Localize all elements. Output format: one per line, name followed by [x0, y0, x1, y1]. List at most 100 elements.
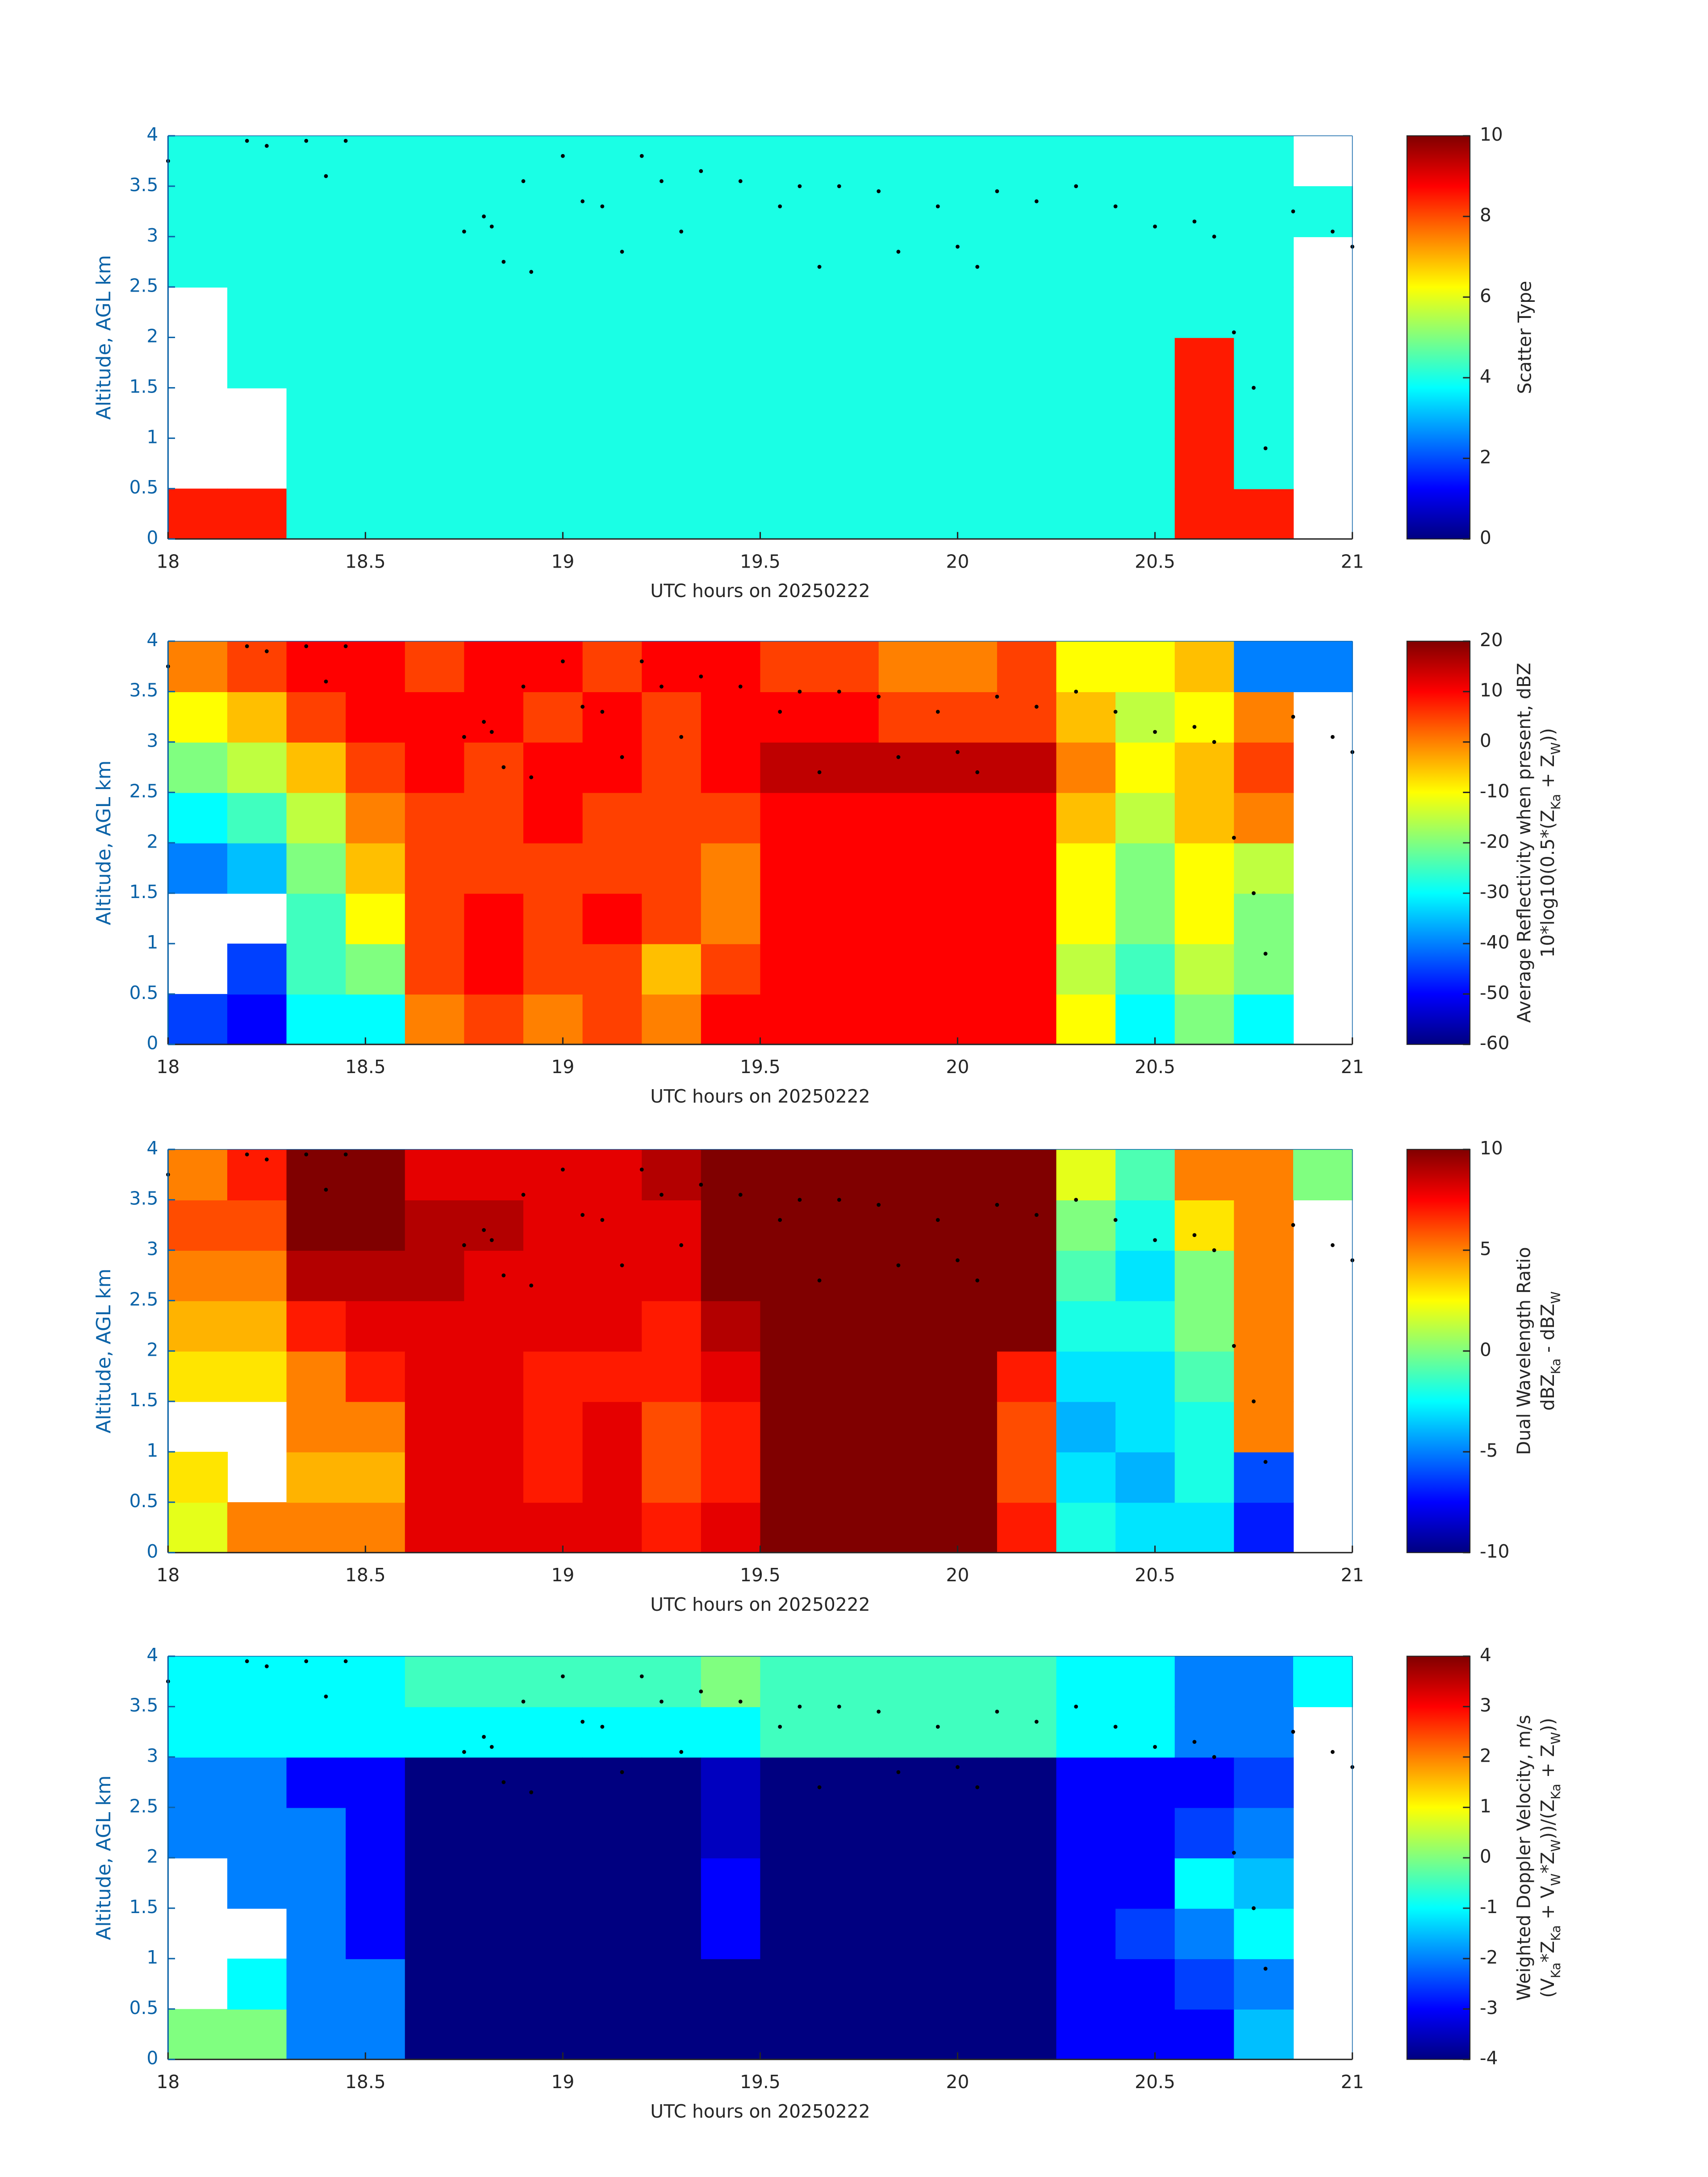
heatmap-cell — [997, 944, 1057, 995]
heatmap-cell — [760, 337, 820, 389]
overlay-dot — [1153, 1745, 1157, 1749]
overlay-dot — [304, 138, 309, 143]
heatmap-cell — [1293, 186, 1353, 238]
heatmap-cell — [523, 1199, 583, 1251]
heatmap-cell — [878, 388, 939, 439]
heatmap-cell — [582, 1149, 643, 1200]
colorbar — [1406, 1149, 1471, 1553]
heatmap-cell — [938, 641, 998, 692]
heatmap-cell — [701, 792, 761, 844]
heatmap-cell — [938, 1807, 998, 1859]
heatmap-cell — [346, 691, 406, 743]
overlay-dot — [1192, 1233, 1197, 1237]
heatmap-cell — [642, 438, 702, 489]
heatmap-cell — [1234, 691, 1294, 743]
heatmap-cell — [1056, 1807, 1116, 1859]
heatmap-cell — [642, 186, 702, 238]
heatmap-cell — [1234, 1757, 1294, 1808]
heatmap-cell — [346, 186, 406, 238]
heatmap-cell — [523, 438, 583, 489]
heatmap-cell — [405, 1958, 465, 2010]
heatmap-cell — [523, 136, 583, 187]
heatmap-cell — [878, 994, 939, 1045]
heatmap-cell — [523, 186, 583, 238]
overlay-dot — [975, 1278, 980, 1283]
heatmap-cell — [1174, 186, 1235, 238]
heatmap-cell — [1174, 1199, 1235, 1251]
heatmap-cell — [642, 1149, 702, 1200]
heatmap-cell — [1293, 1656, 1353, 1707]
heatmap-cell — [642, 388, 702, 439]
overlay-dot — [1232, 330, 1236, 334]
heatmap-cell — [1234, 843, 1294, 894]
heatmap-cell — [286, 489, 347, 540]
heatmap-cell — [819, 1250, 879, 1301]
heatmap-cell — [523, 1958, 583, 2010]
x-tick-label: 18.5 — [345, 1056, 386, 1078]
heatmap-cell — [819, 1149, 879, 1200]
heatmap-cell — [582, 1502, 643, 1554]
heatmap-cell — [346, 893, 406, 944]
heatmap-cell — [523, 843, 583, 894]
label-subscript: W — [1549, 1732, 1563, 1745]
heatmap-cell — [1174, 1757, 1235, 1808]
heatmap-cell — [997, 337, 1057, 389]
heatmap-cell — [464, 994, 524, 1045]
heatmap-cell — [819, 236, 879, 288]
heatmap-cell — [642, 1807, 702, 1859]
heatmap-cell — [582, 1351, 643, 1402]
overlay-dot — [521, 1193, 526, 1197]
overlay-dot — [837, 184, 841, 188]
heatmap-cell — [227, 792, 287, 844]
heatmap-cell — [1056, 1908, 1116, 1960]
heatmap-cell — [523, 1300, 583, 1352]
heatmap-cell — [701, 1807, 761, 1859]
heatmap-cell — [582, 641, 643, 692]
heatmap-cell — [760, 1401, 820, 1453]
label-text: )) — [1537, 1718, 1558, 1732]
heatmap-cell — [701, 2009, 761, 2060]
heatmap-cell — [405, 388, 465, 439]
heatmap-cell — [819, 641, 879, 692]
heatmap-cell — [1056, 1149, 1116, 1200]
heatmap-cell — [642, 1250, 702, 1301]
overlay-dot — [529, 775, 534, 779]
heatmap-cell — [523, 388, 583, 439]
overlay-dot — [660, 685, 664, 689]
heatmap-cell — [1056, 388, 1116, 439]
heatmap-cell — [760, 792, 820, 844]
y-tick-label: 0.5 — [129, 1997, 159, 2018]
colorbar-tick-label: -20 — [1480, 831, 1510, 852]
heatmap-cell — [760, 287, 820, 338]
colorbar-tick-label: 2 — [1480, 1745, 1491, 1766]
heatmap-cell — [464, 1401, 524, 1453]
heatmap-cell — [286, 2009, 347, 2060]
heatmap-cell — [819, 287, 879, 338]
overlay-dot — [529, 270, 534, 274]
heatmap-cell — [405, 1351, 465, 1402]
heatmap-cell — [760, 1149, 820, 1200]
heatmap-cell — [582, 691, 643, 743]
x-tick-label: 18 — [156, 551, 180, 572]
heatmap-cell — [227, 1656, 287, 1707]
x-tick-label: 19.5 — [740, 1056, 781, 1078]
heatmap-cell — [227, 1351, 287, 1402]
heatmap-cell — [346, 944, 406, 995]
overlay-dot — [975, 265, 980, 269]
colorbar-tick-label: 4 — [1480, 366, 1491, 387]
heatmap-cell — [346, 2009, 406, 2060]
heatmap-cell — [878, 1656, 939, 1707]
overlay-dot — [778, 1725, 782, 1729]
heatmap-cell — [701, 186, 761, 238]
heatmap-cell — [760, 1502, 820, 1554]
heatmap-cell — [464, 1300, 524, 1352]
heatmap-cell — [701, 1757, 761, 1808]
heatmap-cell — [346, 1452, 406, 1503]
y-tick-label: 2.5 — [129, 1288, 159, 1310]
heatmap-cell — [760, 1807, 820, 1859]
heatmap-cell — [464, 843, 524, 894]
heatmap-cell — [1234, 489, 1294, 540]
heatmap-cell — [227, 843, 287, 894]
heatmap-cell — [878, 1351, 939, 1402]
heatmap-cell — [938, 1757, 998, 1808]
